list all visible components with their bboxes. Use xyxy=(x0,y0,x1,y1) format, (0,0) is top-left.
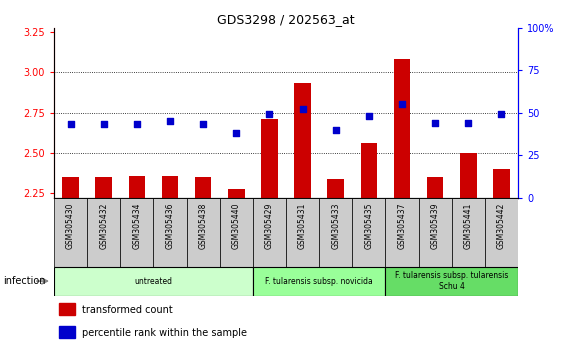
Point xyxy=(298,106,307,112)
Text: GSM305437: GSM305437 xyxy=(398,202,407,249)
Bar xyxy=(460,153,477,198)
Text: untreated: untreated xyxy=(135,276,173,286)
Text: GSM305441: GSM305441 xyxy=(464,202,473,249)
Point xyxy=(132,122,141,127)
Text: GSM305433: GSM305433 xyxy=(331,202,340,249)
Title: GDS3298 / 202563_at: GDS3298 / 202563_at xyxy=(217,13,355,27)
Bar xyxy=(95,177,112,198)
Text: F. tularensis subsp. novicida: F. tularensis subsp. novicida xyxy=(265,276,373,286)
Point xyxy=(331,127,340,132)
Text: GSM305442: GSM305442 xyxy=(497,202,506,249)
Bar xyxy=(195,177,211,198)
Bar xyxy=(319,198,352,267)
Bar xyxy=(62,177,79,198)
Point xyxy=(431,120,440,126)
Bar xyxy=(485,198,518,267)
Text: percentile rank within the sample: percentile rank within the sample xyxy=(82,328,247,338)
Bar xyxy=(54,198,87,267)
Point xyxy=(66,122,75,127)
Text: GSM305439: GSM305439 xyxy=(431,202,440,249)
Bar xyxy=(352,198,386,267)
Bar xyxy=(361,143,377,198)
Text: infection: infection xyxy=(3,276,45,286)
Bar xyxy=(228,189,245,198)
Bar xyxy=(427,177,444,198)
Point xyxy=(165,118,174,124)
Text: transformed count: transformed count xyxy=(82,305,173,315)
Point xyxy=(199,122,208,127)
Text: GSM305438: GSM305438 xyxy=(199,202,208,249)
Text: GSM305431: GSM305431 xyxy=(298,202,307,249)
Bar xyxy=(253,198,286,267)
Bar xyxy=(286,198,319,267)
Bar xyxy=(493,169,509,198)
Bar xyxy=(327,179,344,198)
Point xyxy=(265,112,274,117)
Text: GSM305435: GSM305435 xyxy=(364,202,373,249)
Text: GSM305429: GSM305429 xyxy=(265,202,274,249)
Text: GSM305440: GSM305440 xyxy=(232,202,241,249)
Bar xyxy=(253,267,386,296)
Text: GSM305432: GSM305432 xyxy=(99,202,108,249)
Bar xyxy=(59,326,75,338)
Point xyxy=(497,112,506,117)
Bar xyxy=(419,198,452,267)
Bar xyxy=(386,198,419,267)
Bar xyxy=(452,198,485,267)
Bar xyxy=(162,176,178,198)
Bar xyxy=(394,59,410,198)
Text: GSM305434: GSM305434 xyxy=(132,202,141,249)
Bar xyxy=(386,267,518,296)
Point xyxy=(232,130,241,136)
Bar xyxy=(54,267,253,296)
Point xyxy=(364,113,373,119)
Text: GSM305436: GSM305436 xyxy=(165,202,174,249)
Bar xyxy=(87,198,120,267)
Bar xyxy=(261,119,278,198)
Point xyxy=(398,101,407,107)
Bar xyxy=(120,198,153,267)
Bar xyxy=(128,176,145,198)
Text: F. tularensis subsp. tularensis
Schu 4: F. tularensis subsp. tularensis Schu 4 xyxy=(395,272,508,291)
Bar xyxy=(294,84,311,198)
Point xyxy=(463,120,473,126)
Bar xyxy=(220,198,253,267)
Bar xyxy=(59,303,75,315)
Bar xyxy=(153,198,186,267)
Text: GSM305430: GSM305430 xyxy=(66,202,75,249)
Point xyxy=(99,122,108,127)
Bar xyxy=(186,198,220,267)
